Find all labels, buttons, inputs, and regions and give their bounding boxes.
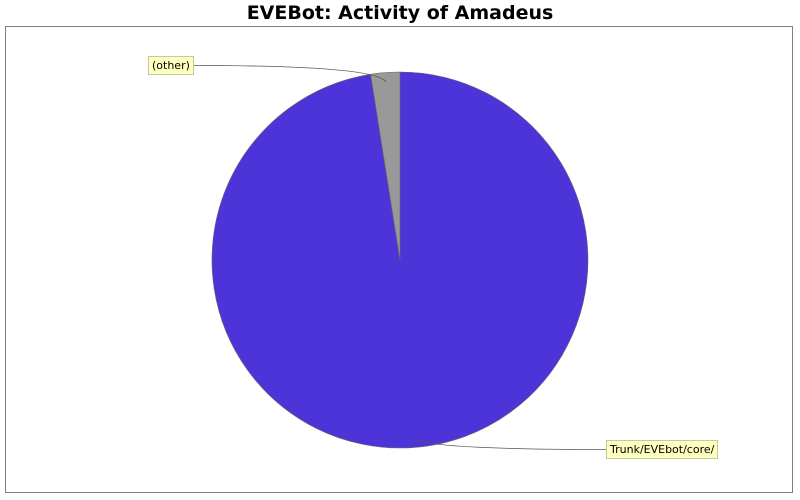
leader-line-1 (193, 65, 387, 83)
slice-label-trunk-evebot-core: Trunk/EVEbot/core/ (606, 440, 718, 459)
chart-title: EVEBot: Activity of Amadeus (246, 2, 554, 24)
leader-line-0 (413, 437, 607, 450)
pie-slice-1 (370, 71, 401, 261)
slice-label-other: (other) (148, 56, 194, 75)
